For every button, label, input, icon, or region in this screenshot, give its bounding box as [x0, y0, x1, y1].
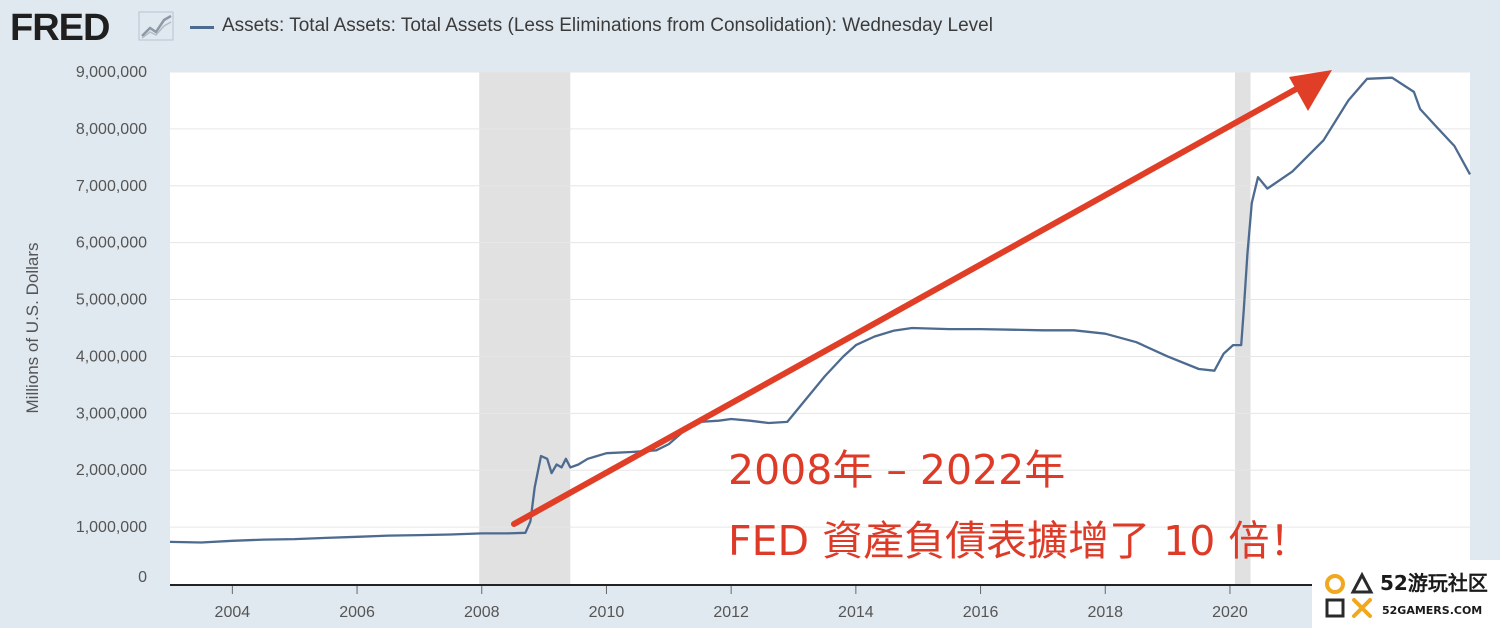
x-tick-label: 2006	[339, 604, 375, 621]
legend-label[interactable]: Assets: Total Assets: Total Assets (Less…	[222, 15, 993, 36]
y-axis-title: Millions of U.S. Dollars	[23, 243, 42, 414]
annotation-line-1: 2008年 – 2022年	[728, 446, 1065, 494]
y-tick-label: 7,000,000	[76, 178, 147, 195]
x-tick-label: 2010	[589, 604, 625, 621]
legend-swatch	[190, 26, 214, 29]
y-tick-label: 3,000,000	[76, 405, 147, 422]
cross-icon	[1352, 598, 1372, 618]
x-tick-label: 2004	[215, 604, 251, 621]
plot-background	[170, 72, 1470, 584]
x-tick-label: 2020	[1212, 604, 1248, 621]
triangle-icon	[1350, 571, 1374, 594]
total-assets-line[interactable]	[169, 76, 1472, 544]
y-tick-label: 8,000,000	[76, 121, 147, 138]
x-tick-label: 2014	[838, 604, 874, 621]
x-tick-label: 2018	[1087, 604, 1123, 621]
recession-bands	[479, 72, 1251, 584]
y-tick-label: 1,000,000	[76, 519, 147, 536]
y-tick-label: 2,000,000	[76, 462, 147, 479]
gridlines	[170, 71, 1470, 528]
watermark: 52游玩社区 52GAMERS.COM	[1312, 560, 1500, 628]
y-tick-label: 6,000,000	[76, 235, 147, 252]
annotation-line-2: FED 資產負債表擴增了 10 倍！	[728, 517, 1310, 565]
y-tick-label: 5,000,000	[76, 292, 147, 309]
y-tick-label: 4,000,000	[76, 348, 147, 365]
x-tick-label: 2008	[464, 604, 500, 621]
x-tick-label: 2012	[713, 604, 749, 621]
watermark-domain: 52GAMERS.COM	[1382, 604, 1482, 617]
watermark-title: 52游玩社区	[1380, 571, 1488, 595]
y-tick-label: 9,000,000	[76, 64, 147, 81]
y-axis-ticks: 0 1,000,000 2,000,000 3,000,000 4,000,000 5,0…	[76, 64, 147, 586]
square-icon	[1325, 598, 1345, 618]
circle-icon	[1325, 574, 1345, 594]
y-tick-label: 0	[138, 569, 147, 586]
chart-header: FRED Assets: Total Assets: Total Assets …	[0, 0, 1500, 56]
line-chart-icon	[138, 11, 174, 41]
x-axis-ticks: 20042006200820102012201420162018202020	[215, 585, 1364, 621]
trend-arrow	[511, 70, 1332, 527]
x-tick-label: 2016	[963, 604, 999, 621]
recession-band-0	[479, 72, 571, 584]
fred-logo[interactable]: FRED	[10, 7, 110, 49]
